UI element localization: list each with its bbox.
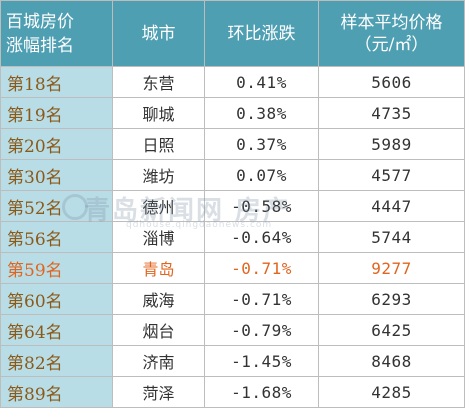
table-row: 第56名 淄博 -0.64% 5744 (0, 221, 465, 253)
city-cell: 济南 (112, 345, 205, 377)
price-cell: 6293 (318, 283, 465, 315)
rank-cell: 第82名 (0, 345, 113, 377)
price-cell: 5606 (318, 66, 465, 98)
city-cell: 德州 (112, 190, 205, 222)
change-cell: -1.45% (204, 345, 319, 377)
rank-cell: 第56名 (0, 221, 113, 253)
header-rank: 百城房价 涨幅排名 (0, 0, 113, 67)
header-price-line2: （元/㎡） (354, 34, 429, 55)
change-cell: 0.41% (204, 66, 319, 98)
change-cell: -0.79% (204, 314, 319, 346)
header-price: 样本平均价格 （元/㎡） (318, 0, 465, 67)
table-row: 第82名 济南 -1.45% 8468 (0, 345, 465, 377)
rank-cell: 第60名 (0, 283, 113, 315)
city-cell: 聊城 (112, 97, 205, 129)
price-cell: 4577 (318, 159, 465, 191)
header-rank-line2: 涨幅排名 (6, 35, 74, 56)
table-row: 第52名 德州 -0.58% 4447 (0, 190, 465, 222)
change-cell: 0.37% (204, 128, 319, 160)
change-cell: 0.38% (204, 97, 319, 129)
table-row: 第64名 烟台 -0.79% 6425 (0, 314, 465, 346)
change-cell: -0.64% (204, 221, 319, 253)
city-cell: 烟台 (112, 314, 205, 346)
price-cell: 4447 (318, 190, 465, 222)
rank-cell: 第18名 (0, 66, 113, 98)
table-row: 第20名 日照 0.37% 5989 (0, 128, 465, 160)
rank-cell: 第19名 (0, 97, 113, 129)
table-row-highlighted: 第59名 青岛 -0.71% 9277 (0, 252, 465, 284)
city-cell: 淄博 (112, 221, 205, 253)
rank-cell: 第30名 (0, 159, 113, 191)
change-cell: -0.58% (204, 190, 319, 222)
rank-cell: 第59名 (0, 252, 113, 284)
price-cell: 5744 (318, 221, 465, 253)
header-city: 城市 (112, 0, 205, 67)
rank-cell: 第64名 (0, 314, 113, 346)
city-cell: 日照 (112, 128, 205, 160)
table-row: 第19名 聊城 0.38% 4735 (0, 97, 465, 129)
city-cell: 东营 (112, 66, 205, 98)
price-cell: 8468 (318, 345, 465, 377)
table-row: 第18名 东营 0.41% 5606 (0, 66, 465, 98)
header-row: 百城房价 涨幅排名 城市 环比涨跌 样本平均价格 （元/㎡） (0, 0, 465, 67)
price-cell: 5989 (318, 128, 465, 160)
price-cell: 4735 (318, 97, 465, 129)
table-row: 第30名 潍坊 0.07% 4577 (0, 159, 465, 191)
city-cell: 潍坊 (112, 159, 205, 191)
header-price-line1: 样本平均价格 (340, 12, 443, 33)
city-cell: 威海 (112, 283, 205, 315)
price-cell: 6425 (318, 314, 465, 346)
city-cell: 青岛 (112, 252, 205, 284)
change-cell: 0.07% (204, 159, 319, 191)
header-change: 环比涨跌 (204, 0, 319, 67)
rank-cell: 第20名 (0, 128, 113, 160)
change-cell: -0.71% (204, 252, 319, 284)
change-cell: -0.71% (204, 283, 319, 315)
header-rank-line1: 百城房价 (6, 11, 74, 32)
table-row: 第60名 威海 -0.71% 6293 (0, 283, 465, 315)
rank-cell: 第52名 (0, 190, 113, 222)
price-cell: 9277 (318, 252, 465, 284)
